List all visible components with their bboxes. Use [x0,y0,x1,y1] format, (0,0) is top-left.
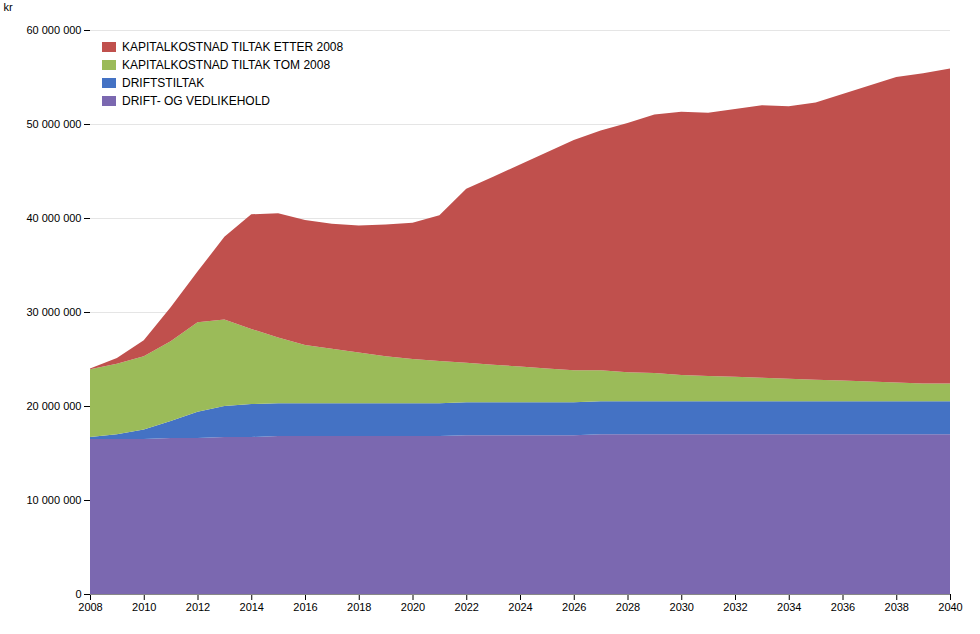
svg-text:2040: 2040 [938,601,962,613]
svg-text:2020: 2020 [401,601,425,613]
svg-text:0: 0 [75,588,81,600]
svg-text:50 000 000: 50 000 000 [26,118,81,130]
svg-text:60 000 000: 60 000 000 [26,24,81,36]
svg-text:2010: 2010 [132,601,156,613]
svg-text:30 000 000: 30 000 000 [26,306,81,318]
svg-text:2016: 2016 [293,601,317,613]
svg-text:2034: 2034 [777,601,801,613]
svg-text:2018: 2018 [347,601,371,613]
svg-text:2012: 2012 [186,601,210,613]
html-text:KAPITALKOSTNAD TILTAK TOM 2008: KAPITALKOSTNAD TILTAK TOM 2008 [122,58,331,72]
svg-text:kr: kr [4,1,14,13]
svg-text:2030: 2030 [670,601,694,613]
svg-text:2022: 2022 [455,601,479,613]
svg-text:2036: 2036 [831,601,855,613]
html-text:DRIFT- OG VEDLIKEHOLD: DRIFT- OG VEDLIKEHOLD [122,94,270,108]
svg-text:2026: 2026 [562,601,586,613]
svg-text:2024: 2024 [508,601,532,613]
svg-text:2014: 2014 [240,601,264,613]
svg-text:2032: 2032 [723,601,747,613]
svg-text:2008: 2008 [78,601,102,613]
svg-text:40 000 000: 40 000 000 [26,212,81,224]
svg-text:20 000 000: 20 000 000 [26,400,81,412]
svg-text:2028: 2028 [616,601,640,613]
html-text:DRIFTSTILTAK: DRIFTSTILTAK [122,76,205,90]
html-text:KAPITALKOSTNAD TILTAK ETTER 20: KAPITALKOSTNAD TILTAK ETTER 2008 [122,40,344,54]
svg-text:2038: 2038 [885,601,909,613]
svg-text:10 000 000: 10 000 000 [26,494,81,506]
